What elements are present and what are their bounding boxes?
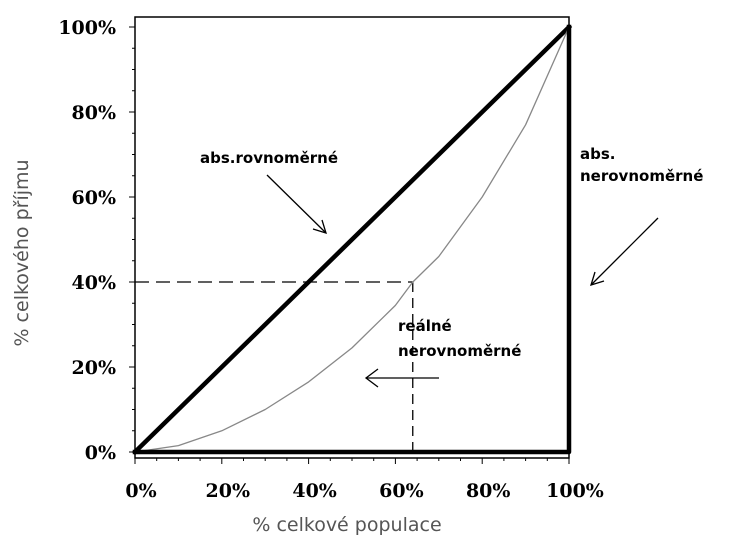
y-tick-label: 80% <box>72 102 117 124</box>
y-tick-label: 20% <box>72 357 117 379</box>
annotations: abs.rovnoměrné abs. nerovnoměrné reálné … <box>200 145 703 360</box>
arrow-abs-unequal <box>590 217 659 286</box>
annotation-abs-equal-line: abs.rovnoměrné <box>200 149 338 167</box>
x-tick-label: 60% <box>379 480 424 502</box>
x-tick-label: 0% <box>125 480 156 502</box>
x-tick-label: 20% <box>206 480 251 502</box>
y-tick-label: 40% <box>72 272 117 294</box>
x-tick-labels: 0% 20% 40% 60% 80% 100% <box>125 480 604 502</box>
y-tick-label: 0% <box>85 442 116 464</box>
annotation-abs-unequal-line-1: abs. <box>580 145 616 163</box>
x-axis-title: % celkové populace <box>252 514 441 536</box>
y-tick-label: 100% <box>58 17 116 39</box>
annotation-real-unequal: reálné nerovnoměrné <box>398 317 521 360</box>
y-tick-labels: 0% 20% 40% 60% 80% 100% <box>58 17 116 464</box>
reference-lines <box>135 281 414 452</box>
x-tick-label: 80% <box>466 480 511 502</box>
series-layer <box>131 23 573 456</box>
annotation-abs-equal: abs.rovnoměrné <box>200 149 338 167</box>
arrow-abs-equal <box>266 174 327 234</box>
line-absolute-inequality <box>132 24 572 455</box>
y-tick-label: 60% <box>72 187 117 209</box>
line-absolute-equality <box>131 23 573 456</box>
y-axis-title: % celkového příjmu <box>11 159 33 346</box>
x-tick-label: 40% <box>292 480 337 502</box>
annotation-abs-unequal-line-2: nerovnoměrné <box>580 167 703 185</box>
annotation-arrows <box>266 174 659 388</box>
arrow-real-unequal <box>364 368 439 388</box>
annotation-real-unequal-line-1: reálné <box>398 317 452 335</box>
annotation-real-unequal-line-2: nerovnoměrné <box>398 342 521 360</box>
annotation-abs-unequal: abs. nerovnoměrné <box>580 145 703 185</box>
lorenz-curve-real <box>134 26 570 453</box>
x-tick-label: 100% <box>546 480 604 502</box>
